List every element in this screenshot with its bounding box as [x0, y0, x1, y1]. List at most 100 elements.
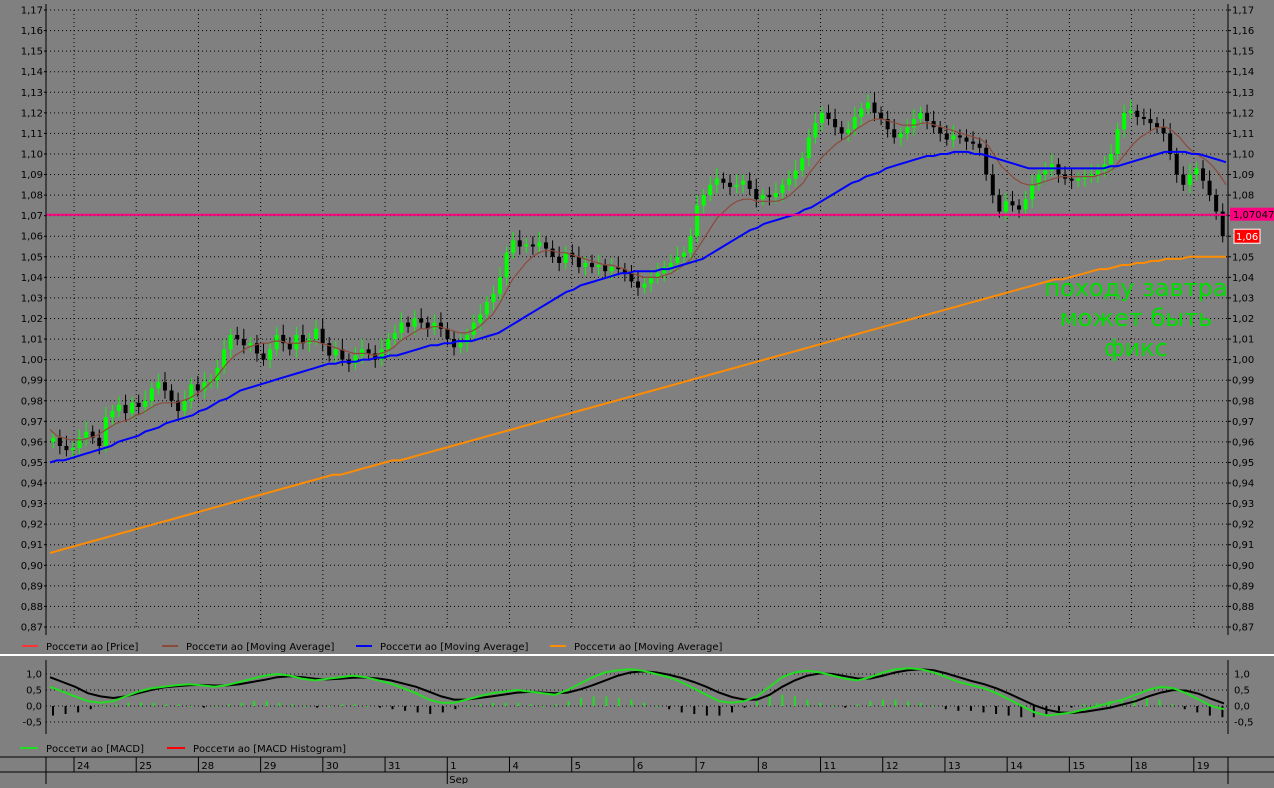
price-ytick-right: 1,01: [1232, 335, 1254, 346]
candle-body: [846, 129, 851, 134]
level-tag-text: 1,07047: [1233, 210, 1274, 221]
macd-histogram-bar: [731, 706, 734, 713]
moving-average-line: [49, 255, 1226, 554]
price-ytick-right: 1,11: [1232, 129, 1254, 140]
price-ytick-left: 1,15: [21, 47, 43, 58]
level-tag: [1230, 207, 1274, 221]
macd-ytick-right: 1,0: [1234, 670, 1250, 681]
candle-body: [741, 180, 746, 185]
price-ytick-left: 0,93: [21, 499, 43, 510]
candle-body: [734, 184, 739, 187]
macd-histogram-bar: [881, 699, 884, 706]
price-ytick-left: 1,07: [21, 211, 43, 222]
candle-body: [714, 178, 719, 185]
candle-body: [1010, 201, 1015, 206]
price-ytick-right: 1,12: [1232, 108, 1254, 119]
candle-body: [491, 293, 496, 303]
macd-histogram-bar: [1120, 699, 1123, 706]
time-axis: 24 25 28 29 30 31 1 Sep 4 5 6 7 8 11 12 13 14 15 18 19: [0, 756, 1274, 786]
macd-histogram-bar: [441, 706, 444, 713]
candle-body: [603, 265, 608, 272]
price-ytick-left: 1,17: [21, 6, 43, 17]
price-ytick-right: 0,95: [1232, 458, 1254, 469]
candle-body: [1214, 195, 1219, 212]
candle-body: [1017, 205, 1022, 210]
macd-ytick-left: -0,5: [22, 718, 42, 729]
candle-body: [767, 195, 772, 198]
time-tick-label: 12: [886, 761, 899, 772]
price-ytick-left: 1,10: [21, 149, 43, 160]
candle-body: [1030, 184, 1035, 200]
candle-body: [747, 180, 752, 189]
candle-body: [511, 240, 516, 253]
candle-body: [642, 283, 647, 288]
price-ytick-left: 1,08: [21, 191, 43, 202]
macd-histogram-bar: [77, 706, 80, 713]
candle-body: [327, 343, 332, 356]
legend-label: Россети ао [Moving Average]: [186, 642, 334, 653]
macd-histogram-bar: [919, 702, 922, 706]
price-ytick-right: 0,96: [1232, 437, 1254, 448]
macd-histogram-bar: [1158, 699, 1161, 706]
candle-body: [70, 448, 75, 451]
candle-body: [681, 252, 686, 257]
candle-body: [636, 281, 640, 288]
candle-body: [997, 195, 1002, 212]
macd-histogram-bar: [869, 701, 872, 706]
macd-histogram-bar: [265, 701, 268, 706]
price-ytick-right: 0,98: [1232, 396, 1254, 407]
candle-body: [360, 349, 365, 356]
price-ytick-right: 1,00: [1232, 355, 1254, 366]
price-ytick-left: 1,16: [21, 26, 43, 37]
macd-histogram-bar: [907, 701, 910, 706]
candle-body: [419, 318, 424, 323]
macd-histogram-bar: [617, 698, 620, 706]
candle-body: [333, 349, 338, 356]
candle-body: [222, 349, 227, 368]
candle-body: [123, 404, 128, 414]
candle-body: [1095, 170, 1100, 175]
time-tick-label: 19: [1197, 761, 1210, 772]
price-ytick-right: 0,89: [1232, 581, 1254, 592]
candle-body: [320, 328, 325, 344]
candle-body: [938, 127, 943, 134]
macd-histogram-bar: [202, 706, 205, 708]
price-marks: [51, 92, 1225, 459]
candle-body: [1003, 201, 1008, 212]
macd-histogram-bar: [1057, 706, 1060, 711]
candle-body: [202, 382, 207, 391]
macd-histogram-bar: [479, 704, 482, 706]
price-ytick-left: 0,92: [21, 520, 43, 531]
candle-body: [287, 343, 292, 350]
price-ytick-left: 1,04: [21, 273, 43, 284]
candle-body: [149, 388, 154, 401]
candle-body: [524, 244, 529, 247]
price-ytick-right: 1,03: [1232, 293, 1254, 304]
candle-body: [1089, 174, 1094, 177]
candle-body: [1076, 178, 1081, 181]
candle-body: [544, 242, 549, 249]
macd-histogram-bar: [341, 704, 344, 706]
candle-body: [649, 277, 654, 284]
price-ytick-left: 1,14: [21, 67, 43, 78]
candle-body: [438, 322, 443, 329]
time-tick-label: 5: [575, 761, 581, 772]
candle-body: [688, 236, 693, 253]
price-ytick-left: 0,88: [21, 602, 43, 613]
candle-body: [1036, 174, 1041, 185]
macd-histogram-bar: [580, 698, 583, 706]
candle-body: [787, 178, 792, 185]
candle-body: [116, 404, 121, 412]
macd-histogram-bar: [705, 706, 708, 716]
candle-body: [583, 262, 588, 268]
price-ytick-right: 1,09: [1232, 170, 1254, 181]
candle-body: [530, 244, 535, 247]
macd-histogram-bar: [1145, 698, 1148, 706]
macd-ytick-right: 0,5: [1234, 686, 1250, 697]
candle-body: [84, 431, 89, 438]
candle-body: [1155, 123, 1160, 128]
price-ytick-left: 1,01: [21, 335, 43, 346]
candle-body: [1148, 119, 1153, 124]
macd-histogram-bar: [253, 701, 256, 706]
